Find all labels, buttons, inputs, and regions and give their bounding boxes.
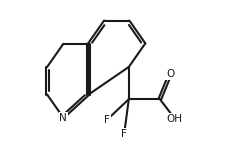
Text: OH: OH — [166, 114, 182, 124]
Text: F: F — [121, 129, 127, 139]
Text: F: F — [104, 115, 109, 125]
Text: N: N — [59, 112, 67, 123]
Text: O: O — [165, 69, 174, 79]
